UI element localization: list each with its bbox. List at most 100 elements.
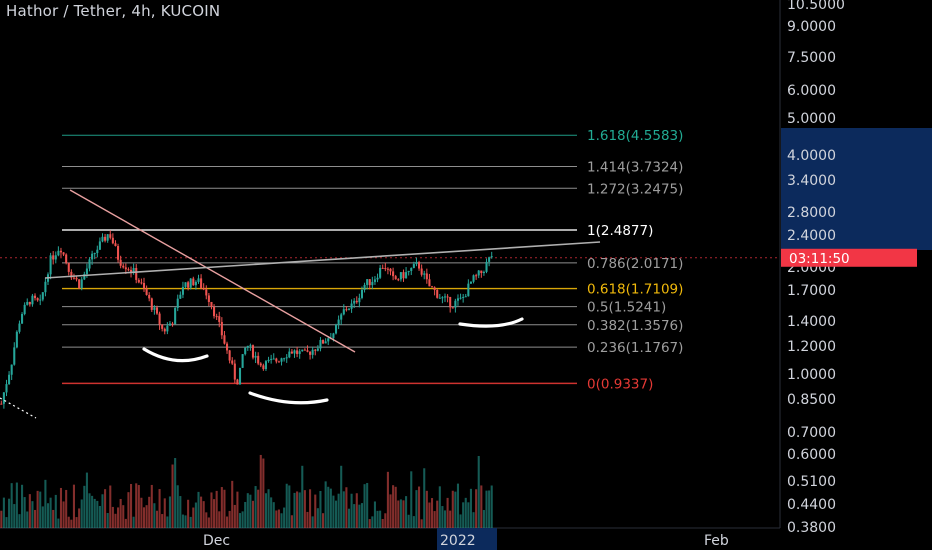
candle-body xyxy=(384,268,387,270)
price-axis-label: 0.5100 xyxy=(787,474,836,490)
candle-body xyxy=(189,278,192,288)
candle-body xyxy=(44,281,47,293)
volume-bar xyxy=(36,490,39,528)
volume-bar xyxy=(420,519,423,528)
fib-level-label: 1.272(3.2475) xyxy=(587,181,683,197)
volume-bar xyxy=(127,492,130,528)
candle-body xyxy=(438,297,441,299)
candle-body xyxy=(59,250,63,253)
volume-bar xyxy=(85,472,88,528)
candle-body xyxy=(70,271,73,278)
candle-body xyxy=(264,361,267,370)
candle-body xyxy=(67,262,70,272)
candle-body xyxy=(124,267,127,270)
volume-bar xyxy=(418,486,421,528)
volume-bar xyxy=(475,489,478,528)
volume-bar xyxy=(366,482,369,528)
candle-body xyxy=(456,298,460,301)
candle-body xyxy=(122,265,125,268)
candle-body xyxy=(353,300,356,304)
candle-body xyxy=(158,313,161,325)
candle-body xyxy=(332,333,335,339)
volume-bar xyxy=(117,507,120,528)
candle-body xyxy=(171,323,174,325)
candle-body xyxy=(36,298,39,301)
candle-body xyxy=(407,270,410,273)
candle-body xyxy=(114,243,117,247)
candle-body xyxy=(220,322,223,336)
candle-body xyxy=(394,276,397,280)
candle-body xyxy=(168,323,171,326)
volume-bar xyxy=(21,484,24,528)
volume-bar xyxy=(205,512,208,528)
volume-bar xyxy=(96,500,99,528)
axis-range-highlight xyxy=(781,128,932,250)
candle-body xyxy=(62,252,65,255)
candle-body xyxy=(322,340,325,344)
volume-bar xyxy=(176,485,179,528)
volume-bar xyxy=(480,485,483,528)
volume-bar xyxy=(104,489,107,528)
neckline-trendline xyxy=(44,241,601,279)
volume-bar xyxy=(262,458,265,528)
candle-body xyxy=(184,282,187,287)
volume-bar xyxy=(54,494,57,528)
candle-body xyxy=(254,355,257,358)
candle-body xyxy=(311,349,314,355)
volume-bar xyxy=(192,507,195,528)
price-axis-label: 4.0000 xyxy=(787,148,836,164)
candle-body xyxy=(140,282,143,284)
volume-bar xyxy=(2,497,5,528)
volume-bar xyxy=(215,490,218,528)
candle-body xyxy=(270,358,273,360)
candle-body xyxy=(33,295,37,299)
candle-body xyxy=(246,345,249,348)
volume-bar xyxy=(309,489,312,528)
volume-bar xyxy=(259,454,262,528)
time-axis-label: Feb xyxy=(704,533,729,549)
fib-level-label: 0.5(1.5241) xyxy=(587,300,666,316)
candle-body xyxy=(485,261,488,272)
candle-body xyxy=(5,384,8,393)
candle-body xyxy=(371,281,374,286)
volume-bar xyxy=(218,511,221,528)
volume-bar xyxy=(67,516,70,528)
volume-bar xyxy=(220,487,223,528)
volume-bar xyxy=(88,493,91,528)
descending-trendline xyxy=(69,189,356,353)
candle-body xyxy=(283,358,286,360)
candle-body xyxy=(231,360,234,364)
candle-body xyxy=(303,349,306,351)
volume-bar xyxy=(449,510,452,528)
candle-body xyxy=(132,267,135,273)
candle-body xyxy=(345,309,348,311)
candle-body xyxy=(376,277,379,280)
volume-bar xyxy=(353,504,356,528)
candle-body xyxy=(373,279,376,282)
volume-bar xyxy=(293,492,296,528)
volume-bar xyxy=(332,495,335,528)
candle-body xyxy=(412,264,415,268)
price-axis-label: 0.4400 xyxy=(787,497,836,513)
volume-bar xyxy=(226,516,229,528)
candle-body xyxy=(174,307,177,325)
volume-bar xyxy=(324,481,327,528)
candle-body xyxy=(52,255,55,260)
countdown-label: 03:11:50 xyxy=(789,251,850,267)
candle-body xyxy=(104,236,107,241)
candle-body xyxy=(163,328,166,332)
volume-bar xyxy=(433,511,436,528)
time-axis-label: 2022 xyxy=(440,533,476,549)
volume-bar xyxy=(114,513,117,528)
candle-body xyxy=(181,286,184,295)
candle-body xyxy=(187,282,190,288)
candle-body xyxy=(150,298,153,310)
volume-bar xyxy=(28,494,31,528)
head-curve xyxy=(248,391,329,405)
volume-bar xyxy=(18,514,21,528)
candle-body xyxy=(49,255,52,275)
candle-body xyxy=(472,275,475,282)
price-axis-label: 0.3800 xyxy=(787,520,836,536)
